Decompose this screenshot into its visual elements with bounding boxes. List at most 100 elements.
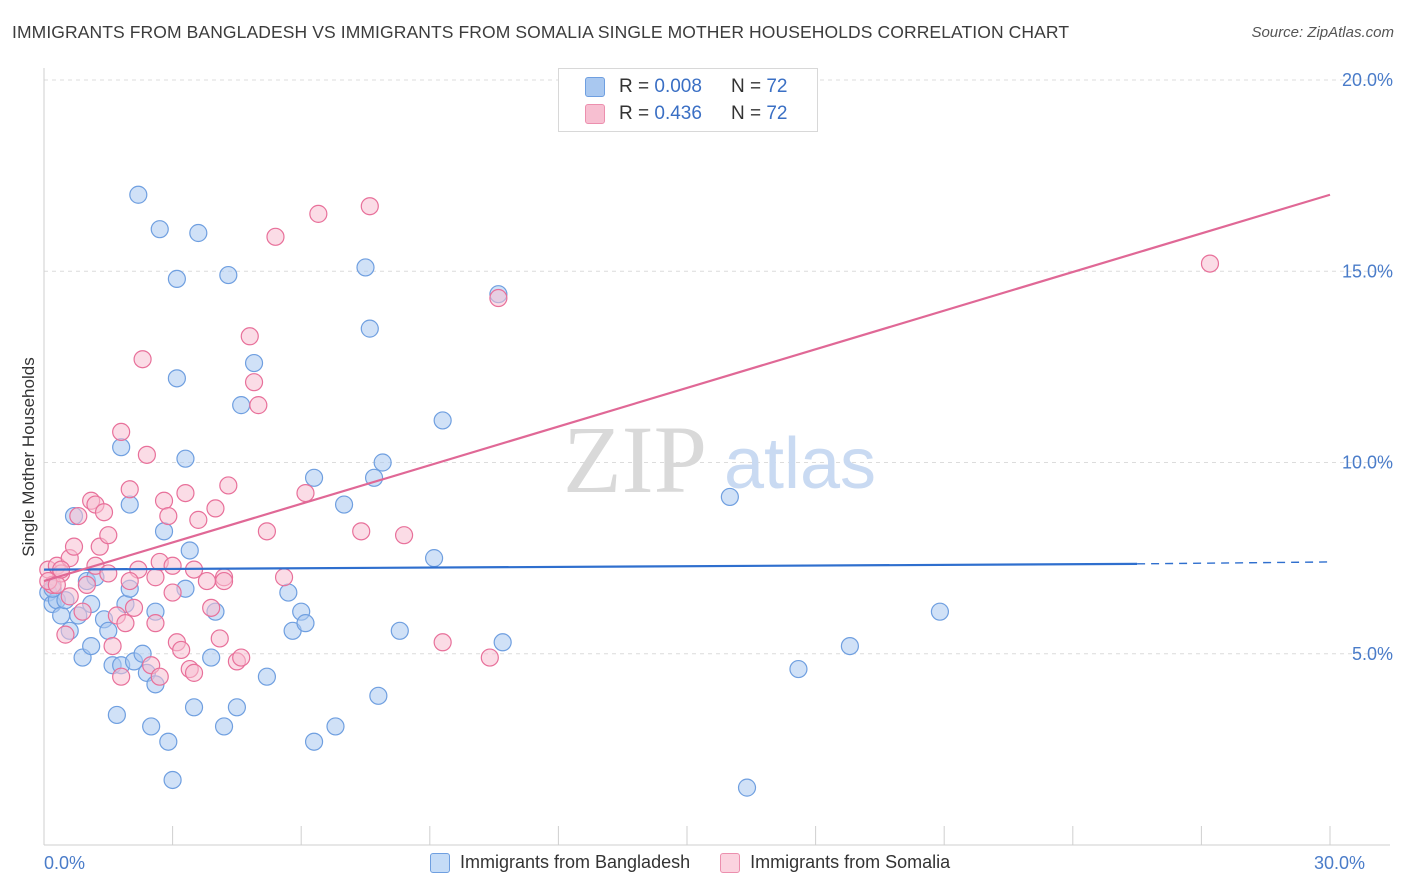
source-label: Source: ZipAtlas.com xyxy=(1251,24,1394,41)
axes xyxy=(43,68,1390,846)
data-point-bangladesh xyxy=(214,717,234,736)
n-value: 72 xyxy=(766,103,788,124)
legend-swatch-somalia xyxy=(720,852,741,873)
r-value: 0.008 xyxy=(654,76,702,97)
data-point-bangladesh xyxy=(257,667,277,686)
data-point-bangladesh xyxy=(180,541,199,560)
data-point-somalia xyxy=(146,614,165,633)
data-point-bangladesh xyxy=(232,396,251,415)
data-point-somalia xyxy=(257,522,277,541)
gridlines xyxy=(44,79,1390,655)
correlation-legend: R = 0.008 N = 72 R = 0.436 N = 72 xyxy=(558,68,818,132)
data-point-somalia xyxy=(133,350,152,369)
data-point-bangladesh xyxy=(120,495,139,514)
data-point-bangladesh xyxy=(334,495,354,514)
data-point-somalia xyxy=(146,568,165,587)
data-point-bangladesh xyxy=(184,698,204,717)
series-bangladesh-points xyxy=(39,185,950,797)
data-point-bangladesh xyxy=(424,549,444,568)
data-point-somalia xyxy=(94,503,114,522)
legend-row-somalia: R = 0.436 N = 72 xyxy=(585,102,787,126)
data-point-bangladesh xyxy=(326,717,345,736)
data-point-somalia xyxy=(163,556,182,575)
trend-line-bangladesh-extension xyxy=(1137,561,1331,565)
data-point-somalia xyxy=(244,373,264,392)
data-point-bangladesh xyxy=(154,522,174,541)
data-point-somalia xyxy=(352,522,371,541)
x-tick-label: 0.0% xyxy=(44,853,85,873)
data-point-somalia xyxy=(274,568,294,587)
data-point-somalia xyxy=(296,484,315,503)
data-point-bangladesh xyxy=(107,705,126,725)
series-legend: Immigrants from Bangladesh Immigrants fr… xyxy=(430,852,980,873)
data-point-bangladesh xyxy=(189,223,208,243)
data-point-somalia xyxy=(172,640,191,660)
x-tick-label: 30.0% xyxy=(1314,853,1365,873)
data-point-somalia xyxy=(163,583,182,602)
data-point-somalia xyxy=(197,571,216,591)
data-point-bangladesh xyxy=(112,438,131,457)
data-point-somalia xyxy=(480,648,499,667)
r-label: R = xyxy=(619,76,650,97)
data-point-bangladesh xyxy=(99,621,118,640)
data-point-somalia xyxy=(124,598,144,617)
data-point-somalia xyxy=(60,587,79,606)
watermark: ZIP atlas xyxy=(563,406,876,513)
data-point-bangladesh xyxy=(930,602,950,621)
data-point-bangladesh xyxy=(244,353,264,373)
data-point-bangladesh xyxy=(433,411,452,430)
trend-line-somalia xyxy=(43,193,1331,583)
data-point-bangladesh xyxy=(373,453,392,472)
data-point-bangladesh xyxy=(720,487,739,507)
data-point-bangladesh xyxy=(304,732,324,751)
data-point-somalia xyxy=(150,667,169,686)
data-point-somalia xyxy=(1200,254,1220,273)
data-point-somalia xyxy=(266,227,285,246)
data-point-somalia xyxy=(249,396,268,415)
data-point-bangladesh xyxy=(163,770,182,790)
n-value: 72 xyxy=(766,76,788,97)
chart-title: IMMIGRANTS FROM BANGLADESH VS IMMIGRANTS… xyxy=(12,22,1070,42)
data-point-bangladesh xyxy=(493,633,512,652)
data-point-somalia xyxy=(176,484,195,503)
data-point-somalia xyxy=(120,480,139,499)
y-tick-label: 10.0% xyxy=(1342,453,1393,473)
legend-label-somalia: Immigrants from Somalia xyxy=(750,852,951,872)
r-value: 0.436 xyxy=(654,103,702,124)
data-point-somalia xyxy=(210,629,229,648)
data-point-somalia xyxy=(206,499,225,518)
watermark-atlas: atlas xyxy=(724,424,876,504)
trend-line-bangladesh xyxy=(43,562,1138,571)
data-point-bangladesh xyxy=(789,659,808,679)
data-point-somalia xyxy=(73,602,92,621)
data-point-bangladesh xyxy=(52,606,71,625)
data-point-somalia xyxy=(433,633,452,652)
data-point-somalia xyxy=(56,625,75,644)
data-point-somalia xyxy=(116,614,135,633)
data-point-somalia xyxy=(489,288,508,308)
y-tick-label: 20.0% xyxy=(1342,70,1393,90)
data-point-somalia xyxy=(103,636,122,656)
data-point-somalia xyxy=(77,575,96,595)
data-point-bangladesh xyxy=(129,185,148,204)
legend-item-somalia[interactable]: Immigrants from Somalia xyxy=(720,852,950,873)
watermark-zip: ZIP xyxy=(563,406,707,513)
data-point-bangladesh xyxy=(219,265,238,285)
legend-swatch-somalia xyxy=(585,104,605,124)
data-point-bangladesh xyxy=(360,319,379,338)
data-point-somalia xyxy=(219,476,238,495)
data-point-bangladesh xyxy=(142,717,161,736)
data-point-bangladesh xyxy=(167,269,186,288)
trend-lines xyxy=(43,193,1331,583)
legend-swatch-bangladesh xyxy=(430,852,450,873)
data-point-somalia xyxy=(232,648,251,667)
r-label: R = xyxy=(619,103,650,124)
data-point-somalia xyxy=(112,422,131,441)
data-point-bangladesh xyxy=(176,449,195,468)
n-label: N = xyxy=(730,103,762,124)
data-point-somalia xyxy=(394,526,414,545)
data-point-somalia xyxy=(64,537,84,556)
data-point-somalia xyxy=(184,663,204,682)
legend-item-bangladesh[interactable]: Immigrants from Bangladesh xyxy=(430,852,690,873)
